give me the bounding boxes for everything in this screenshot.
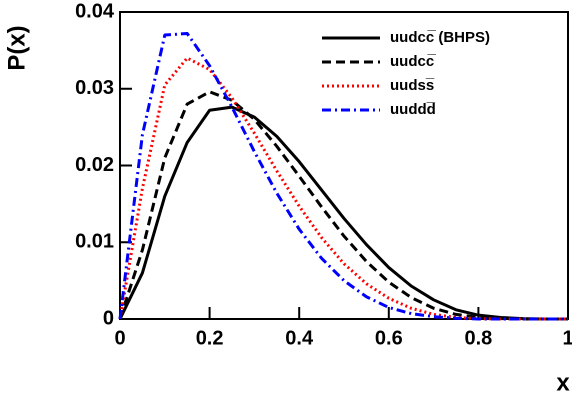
x-tick-label: 0.4 bbox=[285, 327, 314, 349]
series-line bbox=[118, 90, 568, 321]
y-tick-label: 0.02 bbox=[75, 154, 114, 176]
x-tick-label: 0.2 bbox=[196, 327, 224, 349]
x-tick-label: 1 bbox=[562, 327, 572, 349]
series-line bbox=[118, 56, 568, 321]
x-axis-title: x bbox=[556, 369, 570, 396]
y-tick-label: 0.03 bbox=[75, 77, 114, 99]
series-line bbox=[118, 105, 568, 321]
legend-label: uudcc̅ (BHPS) bbox=[390, 29, 490, 46]
legend-label: uudcc̅ bbox=[390, 53, 437, 70]
legend-label: uuddd̅ bbox=[390, 101, 436, 118]
x-tick-label: 0.6 bbox=[375, 327, 403, 349]
y-tick-label: 0.01 bbox=[75, 231, 114, 253]
x-tick-label: 0 bbox=[114, 327, 125, 349]
x-tick-label: 0.8 bbox=[464, 327, 492, 349]
y-tick-label: 0 bbox=[103, 307, 114, 329]
y-axis-title: P(x) bbox=[3, 25, 30, 70]
y-tick-label: 0.04 bbox=[75, 0, 115, 22]
legend-label: uudss̅ bbox=[390, 77, 435, 94]
series-line bbox=[118, 31, 568, 321]
